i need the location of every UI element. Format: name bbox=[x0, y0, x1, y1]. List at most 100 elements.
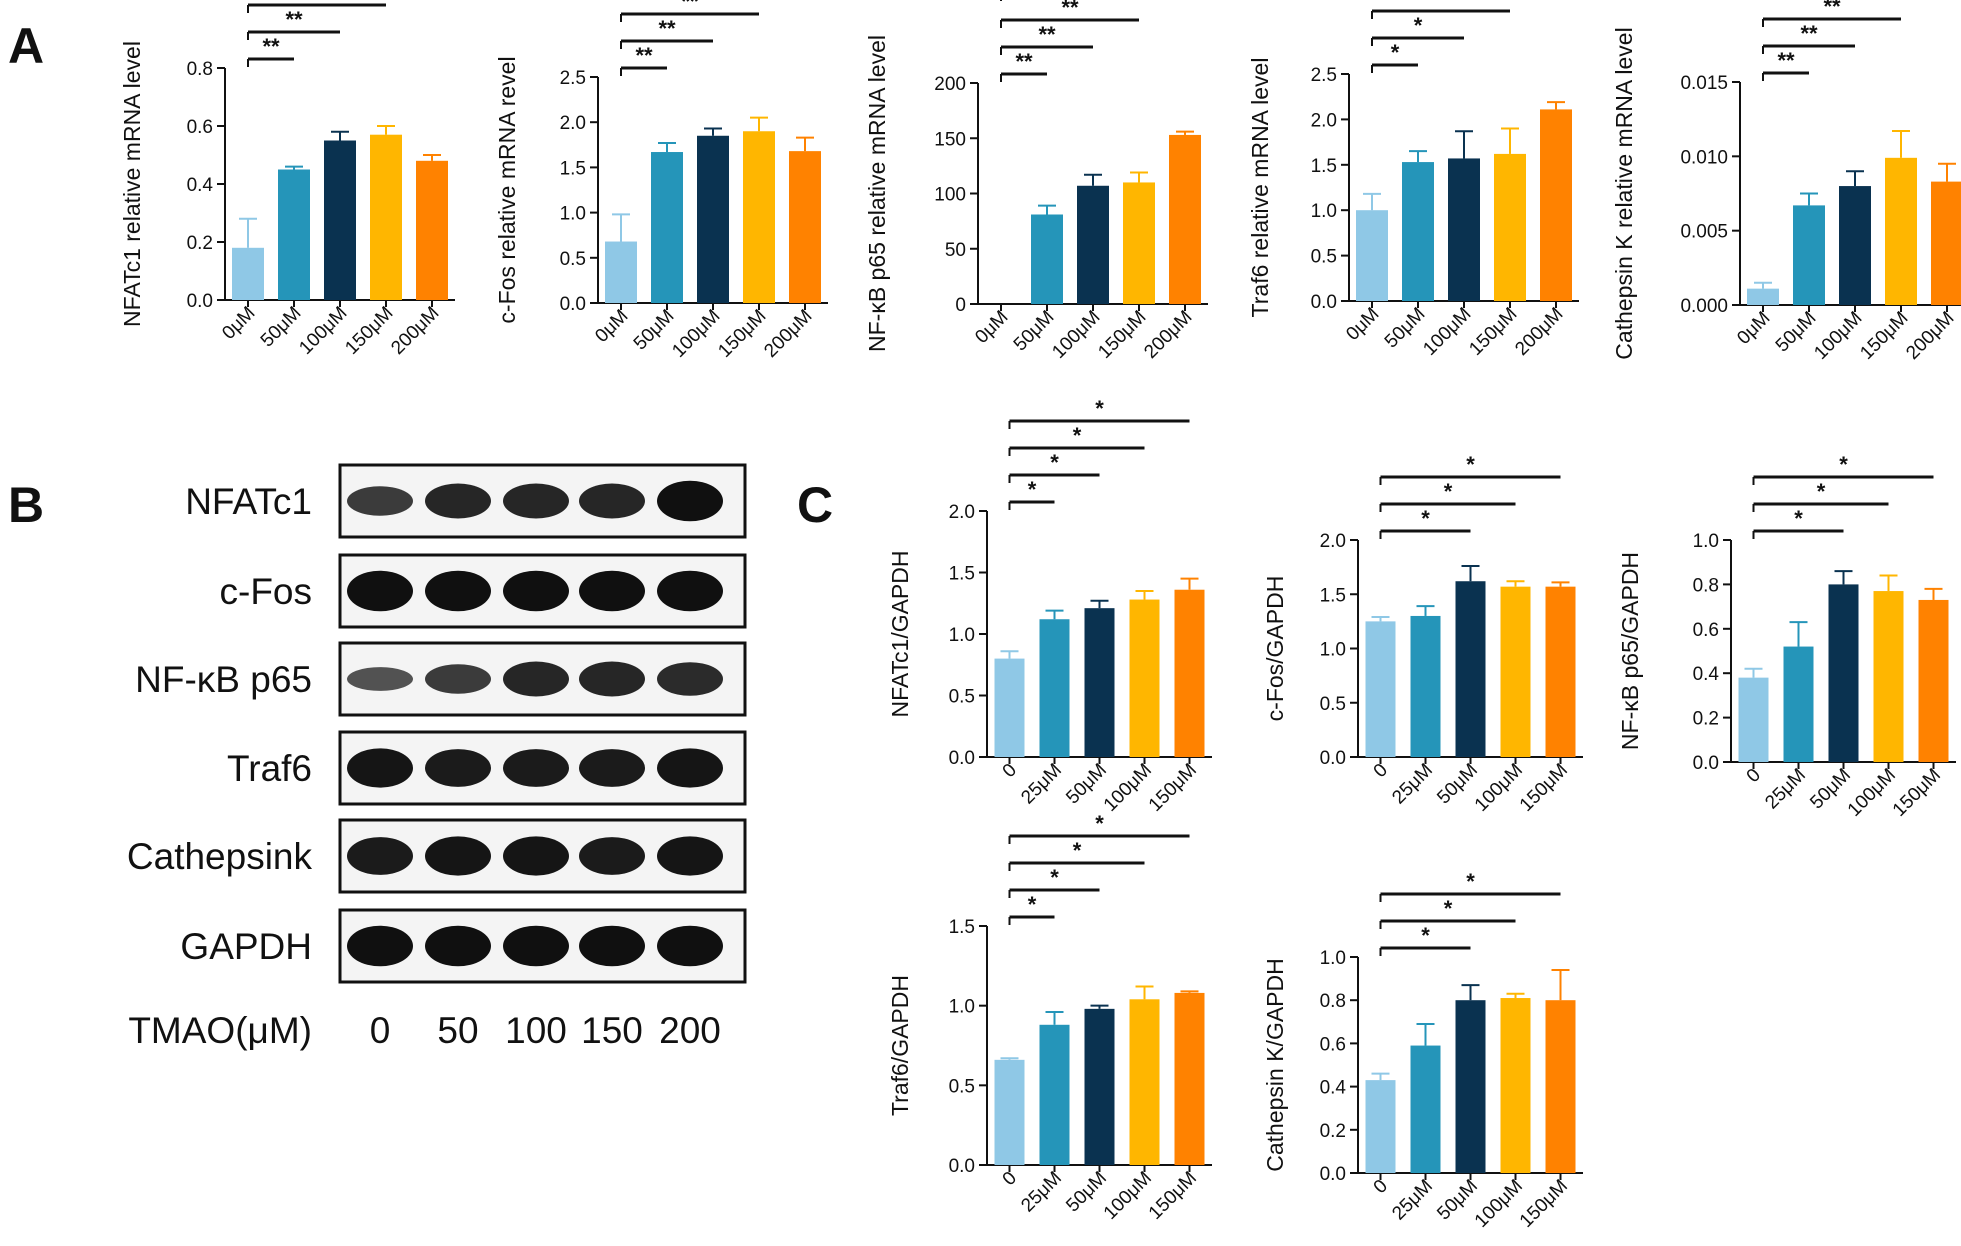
category-label: 100μM bbox=[1471, 1176, 1527, 1232]
bar bbox=[370, 134, 402, 300]
bar bbox=[1410, 1045, 1441, 1173]
significance-label: ** bbox=[308, 0, 326, 5]
significance-label: * bbox=[1437, 0, 1446, 11]
category-label: 0μM bbox=[971, 307, 1012, 348]
y-tick-label: 0.0 bbox=[949, 1156, 975, 1177]
category-label: 200μM bbox=[1902, 308, 1958, 364]
chart-c4: 0.00.51.01.5Traf6/GAPDH025μM50μM100μM150… bbox=[887, 811, 1212, 1224]
significance-label: * bbox=[1028, 477, 1037, 502]
bar bbox=[1365, 1080, 1396, 1173]
blot-band bbox=[347, 486, 413, 516]
blot-band bbox=[347, 837, 413, 875]
category-label: 25μM bbox=[1761, 765, 1810, 814]
y-axis-label: Traf6/GAPDH bbox=[887, 975, 913, 1116]
category-label: 200μM bbox=[760, 306, 816, 362]
bar bbox=[1402, 162, 1434, 301]
chart-a5: 0.000 0.005 0.010 0.015 Cathepsin K relative… bbox=[1611, 0, 1961, 364]
y-tick-label: 1.5 bbox=[1311, 156, 1337, 177]
bar bbox=[1174, 992, 1205, 1165]
category-label: 150μM bbox=[1145, 1168, 1201, 1224]
category-label: 200μM bbox=[1140, 307, 1196, 363]
y-tick-label: 0.0 bbox=[1311, 292, 1337, 313]
significance-label: * bbox=[1794, 506, 1803, 531]
y-tick-label: 1.0 bbox=[1311, 201, 1337, 222]
category-label: 25μM bbox=[1388, 1176, 1437, 1225]
significance-label: ** bbox=[1015, 49, 1033, 74]
bar bbox=[1077, 185, 1109, 304]
chart-a2: 0.0 0.5 1.0 1.5 2.0 2.5 c-Fos relative mRNA re… bbox=[494, 0, 828, 362]
y-tick-label: 0.2 bbox=[1693, 709, 1719, 730]
blot-band bbox=[579, 483, 645, 519]
blot-row-label: NF-κB p65 bbox=[135, 659, 312, 700]
y-tick-label: 1.0 bbox=[1693, 531, 1719, 552]
y-axis-label: c-Fos/GAPDH bbox=[1262, 576, 1288, 722]
y-tick-label: 0.5 bbox=[560, 249, 586, 270]
y-tick-label: 0.2 bbox=[1320, 1121, 1346, 1142]
blot-row-1: c-Fos bbox=[220, 553, 747, 629]
chart-a1: 0.0 0.2 0.4 0.6 0.8 NFATc1 relative mRNA leve… bbox=[119, 0, 455, 359]
bar bbox=[1738, 677, 1769, 762]
blot-row-label: c-Fos bbox=[220, 571, 313, 612]
blot-row-3: Traf6 bbox=[227, 730, 747, 806]
category-label: 0μM bbox=[1733, 308, 1774, 349]
y-tick-label: 2.5 bbox=[560, 68, 586, 89]
y-tick-label: 1.5 bbox=[949, 564, 975, 585]
panel-letter-b: B bbox=[8, 477, 44, 533]
blot-row-label: GAPDH bbox=[180, 926, 312, 967]
significance-label: * bbox=[1073, 838, 1082, 863]
y-tick-label: 0.4 bbox=[187, 175, 214, 196]
blot-row-5: GAPDH bbox=[180, 908, 747, 984]
bar bbox=[1545, 1000, 1576, 1173]
significance-label: ** bbox=[1777, 48, 1795, 73]
y-tick-label: 0.8 bbox=[1693, 575, 1719, 596]
significance-label: ** bbox=[285, 7, 303, 32]
y-tick-label: 1.5 bbox=[1320, 585, 1346, 606]
category-label: 100μM bbox=[295, 303, 351, 359]
blot-band bbox=[425, 483, 491, 519]
bar bbox=[1931, 181, 1961, 305]
y-tick-label: 2.0 bbox=[560, 113, 586, 134]
y-axis-label: Traf6 relative mRNA level bbox=[1247, 58, 1273, 318]
significance-label: * bbox=[1050, 450, 1059, 475]
y-axis-label: NF-κB p65 relative mRNA level bbox=[864, 35, 890, 352]
bar bbox=[1123, 182, 1155, 304]
bar bbox=[994, 658, 1025, 757]
y-tick-label: 0.0 bbox=[1693, 753, 1719, 774]
category-label: 150μM bbox=[1516, 1176, 1572, 1232]
bar bbox=[1448, 158, 1480, 301]
bar bbox=[651, 152, 683, 303]
y-tick-label: 2.0 bbox=[949, 502, 975, 523]
bar bbox=[1169, 134, 1201, 304]
category-label: 200μM bbox=[387, 303, 443, 359]
bar bbox=[1918, 599, 1949, 762]
significance-label: * bbox=[1466, 452, 1475, 477]
category-label: 150μM bbox=[1094, 307, 1150, 363]
category-label: 25μM bbox=[1017, 760, 1066, 809]
y-axis-label: NFATc1 relative mRNA level bbox=[119, 41, 145, 327]
category-label: 25μM bbox=[1017, 1168, 1066, 1217]
y-tick-label: 50 bbox=[945, 240, 966, 261]
bar bbox=[278, 169, 310, 300]
y-tick-label: 0.005 bbox=[1680, 222, 1728, 243]
bar bbox=[697, 135, 729, 303]
bar bbox=[1129, 999, 1160, 1165]
blot-axis-label: TMAO(μM) bbox=[128, 1010, 312, 1051]
bar bbox=[1129, 599, 1160, 757]
blot-row-0: NFATc1 bbox=[185, 463, 747, 539]
bar bbox=[789, 151, 821, 303]
category-label: 150μM bbox=[1889, 765, 1945, 821]
blot-band bbox=[579, 925, 645, 967]
category-label: 0μM bbox=[591, 306, 632, 347]
significance-label: ** bbox=[1800, 21, 1818, 46]
significance-label: ** bbox=[262, 34, 280, 59]
significance-label: ** bbox=[1823, 0, 1841, 19]
y-tick-label: 2.5 bbox=[1311, 65, 1337, 86]
y-tick-label: 0.6 bbox=[1693, 620, 1719, 641]
blot-band bbox=[503, 570, 569, 612]
category-label: 150μM bbox=[341, 303, 397, 359]
category-label: 150μM bbox=[1856, 308, 1912, 364]
bar bbox=[1365, 621, 1396, 757]
blot-band bbox=[347, 570, 413, 612]
